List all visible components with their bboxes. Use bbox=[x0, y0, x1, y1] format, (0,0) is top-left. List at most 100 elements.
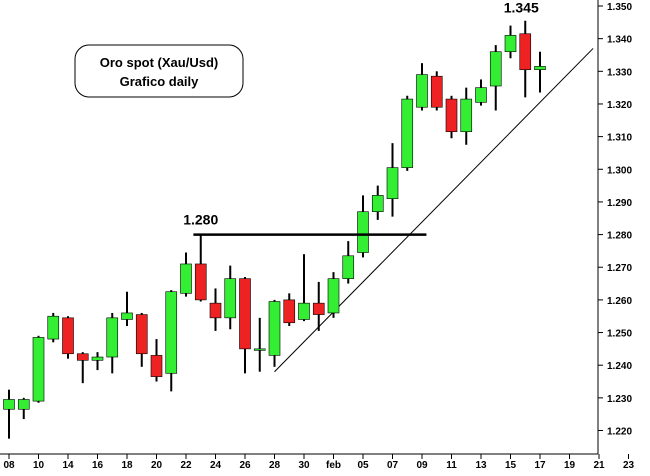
title-line-1: Oro spot (Xau/Usd) bbox=[100, 55, 218, 70]
candle-body-up bbox=[180, 263, 192, 294]
x-tick-label: 09 bbox=[416, 460, 428, 471]
x-tick-label: 24 bbox=[210, 460, 222, 471]
x-tick-label: 15 bbox=[505, 460, 517, 471]
x-tick-label: 10 bbox=[33, 460, 45, 471]
candle-body-up bbox=[298, 302, 310, 320]
title-box: Oro spot (Xau/Usd) Grafico daily bbox=[74, 44, 244, 98]
y-tick-label: 1.220 bbox=[607, 427, 632, 438]
annotation-layer: 1.280 1.345 bbox=[183, 0, 539, 236]
candle-body-down bbox=[150, 355, 163, 377]
y-tick-label: 1.310 bbox=[607, 133, 632, 144]
candle-body-up bbox=[342, 255, 355, 279]
y-tick-label: 1.270 bbox=[607, 263, 632, 274]
candle bbox=[165, 290, 178, 392]
candle-body-down bbox=[62, 317, 74, 355]
y-tick-label: 1.290 bbox=[607, 198, 632, 209]
candle-body-up bbox=[3, 399, 15, 410]
x-tick-label: 17 bbox=[534, 460, 546, 471]
candle bbox=[342, 241, 355, 284]
high-label: 1.345 bbox=[504, 0, 539, 16]
candle-body-down bbox=[76, 353, 89, 361]
candle bbox=[401, 95, 414, 171]
candle bbox=[62, 316, 74, 359]
candle bbox=[150, 339, 163, 382]
candle-body-up bbox=[327, 278, 340, 314]
x-tick-label: 22 bbox=[180, 460, 192, 471]
candle bbox=[3, 389, 15, 439]
x-tick-label: 23 bbox=[623, 460, 635, 471]
candle bbox=[489, 45, 502, 111]
candle bbox=[135, 312, 148, 367]
candle bbox=[17, 397, 30, 420]
x-tick-label: 16 bbox=[92, 460, 104, 471]
candle bbox=[106, 312, 119, 374]
candle bbox=[504, 25, 517, 59]
candle-body-up bbox=[106, 317, 119, 358]
candle-body-up bbox=[253, 348, 266, 351]
candle-body-down bbox=[239, 278, 251, 350]
candle bbox=[268, 299, 281, 367]
candle bbox=[239, 277, 251, 374]
candle-body-up bbox=[357, 211, 369, 253]
candle bbox=[460, 87, 473, 145]
candle-body-down bbox=[445, 98, 458, 133]
candle-body-down bbox=[519, 33, 532, 70]
candle bbox=[519, 20, 532, 98]
candle bbox=[534, 51, 546, 93]
candle-body-down bbox=[194, 263, 207, 301]
title-line-2: Grafico daily bbox=[120, 74, 200, 89]
candle-body-up bbox=[17, 399, 30, 410]
candle bbox=[76, 352, 89, 384]
candle-body-up bbox=[475, 87, 487, 103]
y-tick-label: 1.280 bbox=[607, 231, 632, 242]
y-tick-label: 1.260 bbox=[607, 296, 632, 307]
x-tick-label: feb bbox=[326, 460, 341, 471]
candle-body-up bbox=[268, 301, 281, 356]
trendline-layer bbox=[274, 48, 594, 373]
candle bbox=[224, 265, 237, 330]
candle-body-down bbox=[135, 314, 148, 355]
candle bbox=[209, 288, 222, 331]
candle-body-up bbox=[121, 312, 133, 320]
y-tick-label: 1.300 bbox=[607, 165, 632, 176]
y-tick-label: 1.350 bbox=[607, 2, 632, 13]
support-trendline bbox=[274, 48, 594, 373]
candle-body-up bbox=[91, 356, 104, 361]
candle-body-up bbox=[165, 291, 178, 374]
candle bbox=[475, 79, 487, 106]
x-tick-label: 14 bbox=[62, 460, 74, 471]
candle-body-up bbox=[504, 35, 517, 53]
candle bbox=[32, 335, 45, 403]
y-tick-label: 1.330 bbox=[607, 67, 632, 78]
y-tick-label: 1.250 bbox=[607, 329, 632, 340]
candle-body-up bbox=[416, 74, 428, 108]
x-tick-label: 05 bbox=[357, 460, 369, 471]
candle-body-up bbox=[32, 337, 45, 402]
candle bbox=[194, 234, 207, 302]
y-tick-label: 1.240 bbox=[607, 361, 632, 372]
candle bbox=[180, 252, 192, 297]
x-tick-label: 13 bbox=[475, 460, 487, 471]
candle-body-up bbox=[489, 51, 502, 87]
candle bbox=[430, 71, 443, 111]
candle bbox=[357, 195, 369, 258]
candle-body-up bbox=[460, 98, 473, 133]
candle bbox=[445, 95, 458, 139]
x-tick-label: 26 bbox=[239, 460, 251, 471]
x-tick-label: 28 bbox=[269, 460, 281, 471]
candle bbox=[121, 291, 133, 327]
candle bbox=[371, 185, 384, 220]
x-tick-label: 30 bbox=[298, 460, 310, 471]
candle bbox=[312, 281, 325, 331]
candles-layer bbox=[3, 20, 546, 439]
x-tick-label: 07 bbox=[387, 460, 399, 471]
resistance-label: 1.280 bbox=[183, 212, 218, 228]
x-tick-label: 11 bbox=[446, 460, 457, 471]
x-tick-label: 18 bbox=[121, 460, 133, 471]
candle-body-down bbox=[430, 75, 443, 108]
candle-body-up bbox=[224, 278, 237, 319]
y-tick-label: 1.320 bbox=[607, 100, 632, 111]
